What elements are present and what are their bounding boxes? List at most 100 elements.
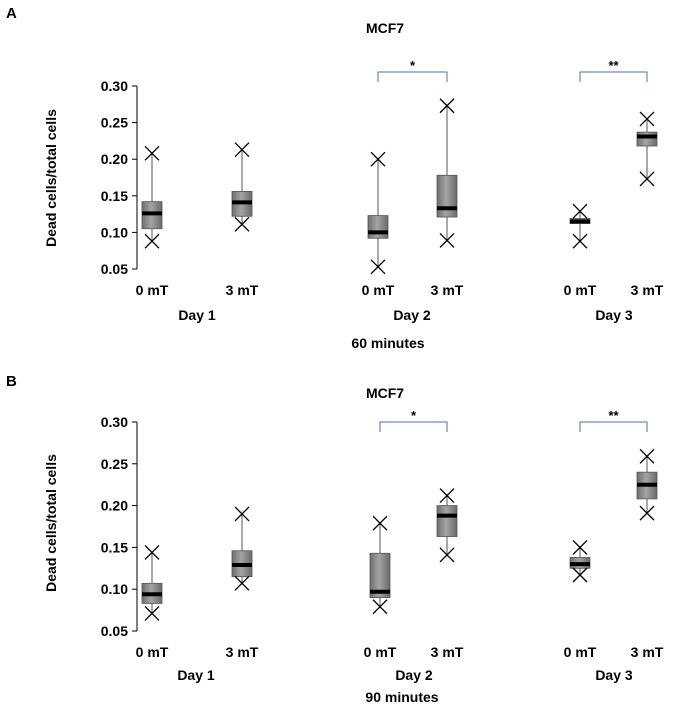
category-label: 3 mT	[631, 644, 664, 660]
y-tick-label: 0.20	[101, 498, 128, 514]
max-marker	[372, 515, 388, 531]
x-axis-title-b: 90 minutes	[365, 689, 438, 705]
category-label: 0 mT	[364, 644, 397, 660]
significance-label: *	[410, 58, 416, 73]
group-label: Day 1	[177, 667, 215, 683]
x-axis-title-a: 60 minutes	[351, 335, 424, 351]
y-tick-label: 0.05	[101, 261, 128, 277]
y-tick-label: 0.05	[101, 623, 128, 639]
box-iqr	[636, 131, 658, 147]
marker-stroke	[639, 111, 655, 127]
box-iqr	[367, 215, 389, 239]
box-iqr	[436, 174, 458, 218]
y-axis-label-a: Dead cells/total cells	[43, 109, 59, 247]
min-marker	[144, 233, 160, 249]
category-label: 3 mT	[431, 644, 464, 660]
category-label: 0 mT	[136, 282, 169, 298]
panel-letter-b: B	[6, 373, 17, 390]
category-label: 3 mT	[226, 282, 259, 298]
box-iqr	[369, 552, 391, 598]
chart-title-a: MCF7	[366, 20, 404, 36]
max-marker	[234, 506, 250, 522]
category-label: 0 mT	[564, 644, 597, 660]
min-marker	[439, 232, 455, 248]
min-marker	[234, 575, 250, 591]
min-marker	[370, 259, 386, 275]
category-label: 0 mT	[136, 644, 169, 660]
min-marker	[372, 599, 388, 615]
y-tick-label: 0.25	[101, 456, 128, 472]
marker-stroke	[639, 448, 655, 464]
significance-bracket	[379, 421, 448, 432]
max-marker	[439, 488, 455, 504]
category-label: 0 mT	[362, 282, 395, 298]
marker-stroke	[234, 142, 250, 158]
marker-stroke	[370, 259, 386, 275]
significance-bracket	[579, 71, 648, 82]
group-label: Day 3	[595, 307, 633, 323]
marker-stroke	[234, 506, 250, 522]
y-tick-label: 0.20	[101, 151, 128, 167]
marker-stroke	[370, 151, 386, 167]
significance-label: **	[608, 408, 619, 423]
group-label: Day 2	[395, 667, 433, 683]
max-marker	[639, 448, 655, 464]
significance-label: **	[608, 58, 619, 73]
min-marker	[572, 233, 588, 249]
y-tick-label: 0.15	[101, 539, 128, 555]
category-label: 3 mT	[431, 282, 464, 298]
y-tick-label: 0.10	[101, 224, 128, 240]
marker-stroke	[372, 515, 388, 531]
marker-stroke	[572, 567, 588, 583]
y-tick-label: 0.15	[101, 188, 128, 204]
significance-bracket	[579, 421, 648, 432]
min-marker	[572, 567, 588, 583]
marker-stroke	[572, 233, 588, 249]
marker-stroke	[234, 216, 250, 232]
min-marker	[234, 216, 250, 232]
max-marker	[572, 203, 588, 219]
group-label: Day 1	[178, 307, 216, 323]
chart-title-b: MCF7	[366, 385, 404, 401]
marker-stroke	[639, 505, 655, 521]
category-label: 3 mT	[631, 282, 664, 298]
min-marker	[144, 605, 160, 621]
marker-stroke	[439, 547, 455, 563]
marker-stroke	[144, 233, 160, 249]
y-axis-label-b: Dead cells/total cells	[43, 454, 59, 592]
marker-stroke	[572, 539, 588, 555]
category-label: 3 mT	[226, 644, 259, 660]
max-marker	[572, 539, 588, 555]
plot-area-b: 0.05 0.10 0.15 0.20 0.25 0.30 0 mT 3 mT Day 1 0 m…	[101, 408, 664, 683]
significance-label: *	[411, 408, 417, 423]
marker-stroke	[439, 98, 455, 114]
max-marker	[639, 111, 655, 127]
marker-stroke	[234, 575, 250, 591]
min-marker	[639, 505, 655, 521]
max-marker	[234, 142, 250, 158]
y-tick-label: 0.10	[101, 581, 128, 597]
group-label: Day 3	[595, 667, 633, 683]
marker-stroke	[572, 203, 588, 219]
max-marker	[439, 98, 455, 114]
max-marker	[144, 145, 160, 161]
marker-stroke	[439, 232, 455, 248]
marker-stroke	[144, 145, 160, 161]
panel-letter-a: A	[6, 5, 17, 22]
min-marker	[639, 171, 655, 187]
y-tick-label: 0.30	[101, 414, 128, 430]
marker-stroke	[144, 544, 160, 560]
min-marker	[439, 547, 455, 563]
marker-stroke	[372, 599, 388, 615]
y-tick-label: 0.25	[101, 115, 128, 131]
max-marker	[144, 544, 160, 560]
marker-stroke	[439, 488, 455, 504]
plot-area-a: 0.05 0.10 0.15 0.20 0.25 0.30 0 mT 3 mT Day 1 0 m…	[101, 58, 664, 323]
box-iqr	[436, 505, 458, 537]
marker-stroke	[144, 605, 160, 621]
max-marker	[370, 151, 386, 167]
category-label: 0 mT	[564, 282, 597, 298]
y-tick-label: 0.30	[101, 78, 128, 94]
significance-bracket	[377, 71, 448, 82]
